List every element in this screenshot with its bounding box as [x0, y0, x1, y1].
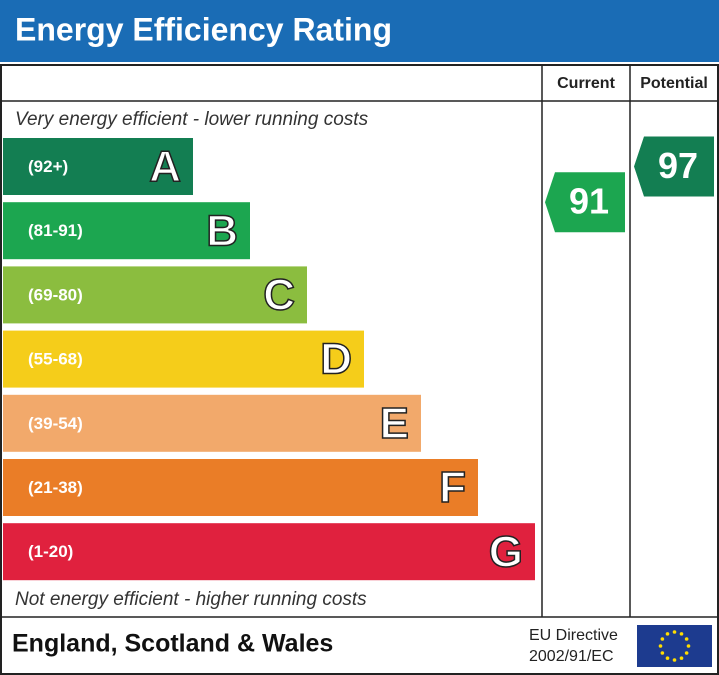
- band: [3, 330, 364, 388]
- rating-arrow: [545, 172, 625, 233]
- title: Energy Efficiency Rating: [15, 11, 392, 47]
- band: [3, 266, 307, 324]
- star: [686, 644, 691, 648]
- band-letter: F: [439, 463, 466, 512]
- star: [679, 656, 684, 660]
- eu-stars: [658, 630, 691, 662]
- star: [658, 644, 663, 648]
- column-header: Current: [557, 75, 615, 92]
- bottom-note: Not energy efficient - higher running co…: [15, 589, 367, 610]
- column-header: Potential: [640, 75, 708, 92]
- band-letter: A: [149, 142, 181, 191]
- band-range: (21-38): [28, 478, 83, 497]
- band-range: (55-68): [28, 350, 83, 369]
- star: [660, 637, 665, 641]
- band: [3, 202, 250, 260]
- band-letter: C: [263, 271, 295, 320]
- footer-region: England, Scotland & Wales: [12, 630, 333, 658]
- rating-arrow: [634, 136, 714, 197]
- band: [3, 523, 535, 581]
- band: [3, 394, 421, 452]
- frame: [0, 64, 719, 675]
- band-letter: G: [489, 527, 523, 576]
- band-letter: D: [320, 335, 352, 384]
- band-letter: E: [380, 399, 409, 448]
- star: [679, 632, 684, 636]
- star: [672, 658, 677, 662]
- band: [3, 459, 478, 516]
- band-range: (39-54): [28, 414, 83, 433]
- band-range: (81-91): [28, 221, 83, 240]
- star: [665, 656, 670, 660]
- band-range: (69-80): [28, 285, 83, 304]
- star: [672, 630, 677, 634]
- band-letter: B: [206, 206, 238, 255]
- star: [665, 632, 670, 636]
- title-bar: [0, 0, 719, 62]
- directive-line: EU Directive: [529, 627, 618, 644]
- rating-value: 97: [658, 145, 698, 186]
- band-range: (92+): [28, 157, 68, 176]
- star: [660, 651, 665, 655]
- band: [3, 138, 193, 195]
- star: [684, 637, 689, 641]
- top-note: Very energy efficient - lower running co…: [15, 109, 369, 130]
- directive-line: 2002/91/EC: [529, 648, 614, 665]
- rating-value: 91: [569, 181, 609, 222]
- star: [684, 651, 689, 655]
- band-range: (1-20): [28, 542, 73, 561]
